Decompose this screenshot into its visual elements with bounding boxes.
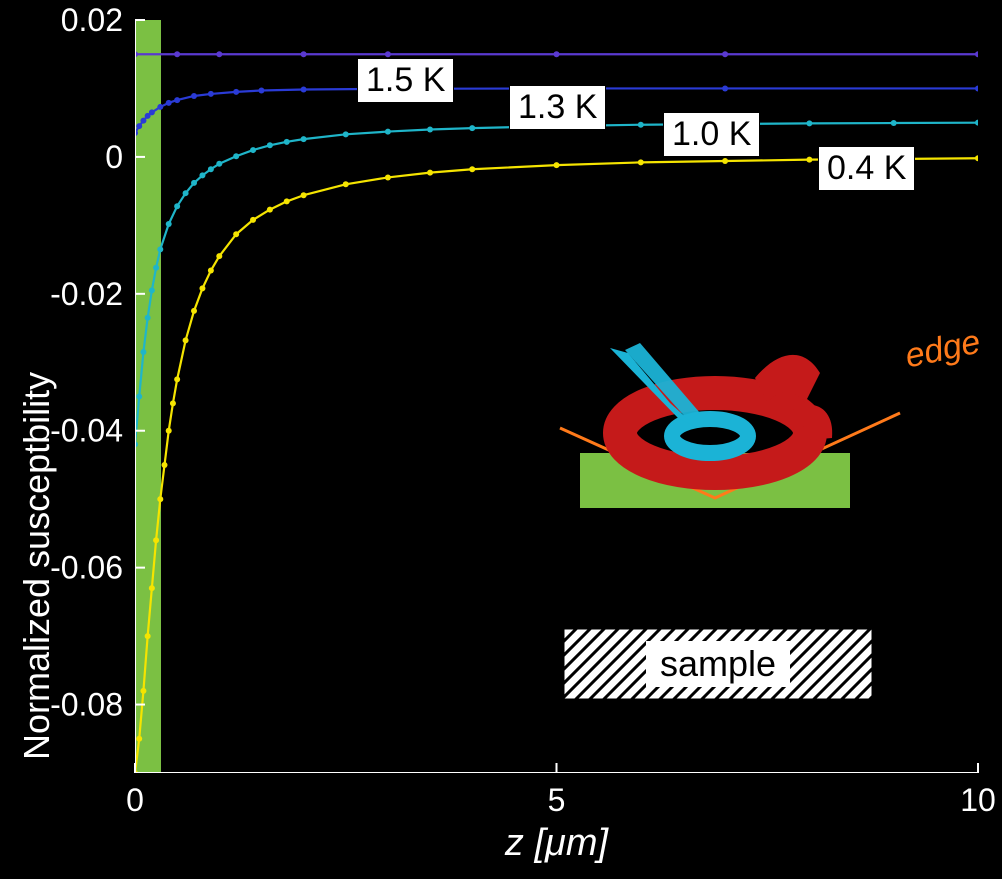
sample-box-text-bg: sample [646, 641, 790, 687]
ytick-label: 0.02 [61, 2, 123, 38]
y-axis-label: Normalized susceptbility [16, 20, 58, 760]
xtick-label: 0 [126, 782, 144, 818]
xtick-label: 10 [960, 782, 996, 818]
ytick-label: 0 [105, 139, 123, 175]
inset-pickup-loop [672, 419, 748, 453]
sample-hatched-box: sample [563, 628, 873, 700]
inset-field-coil [620, 393, 810, 473]
curve-label-0.4K: 0.4 K [818, 146, 915, 191]
ytick-label: -0.08 [50, 687, 123, 723]
ytick-label: -0.02 [50, 276, 123, 312]
ytick-label: -0.06 [50, 550, 123, 586]
inset-diagram [550, 318, 920, 528]
figure-root: Normalized susceptbility 0 5 10 -0.08 -0.06 -… [0, 0, 1002, 879]
sample-box-text: sample [660, 643, 776, 684]
curve-label-1.0K: 1.0 K [663, 112, 760, 157]
curve-label-1.5K: 1.5 K [357, 58, 454, 103]
xtick-label: 5 [548, 782, 566, 818]
ytick-label: -0.04 [50, 413, 123, 449]
x-axis-label-text: z [μm] [505, 822, 608, 864]
x-axis-label: z [μm] [135, 822, 978, 865]
curve-label-1.3K: 1.3 K [509, 85, 606, 130]
